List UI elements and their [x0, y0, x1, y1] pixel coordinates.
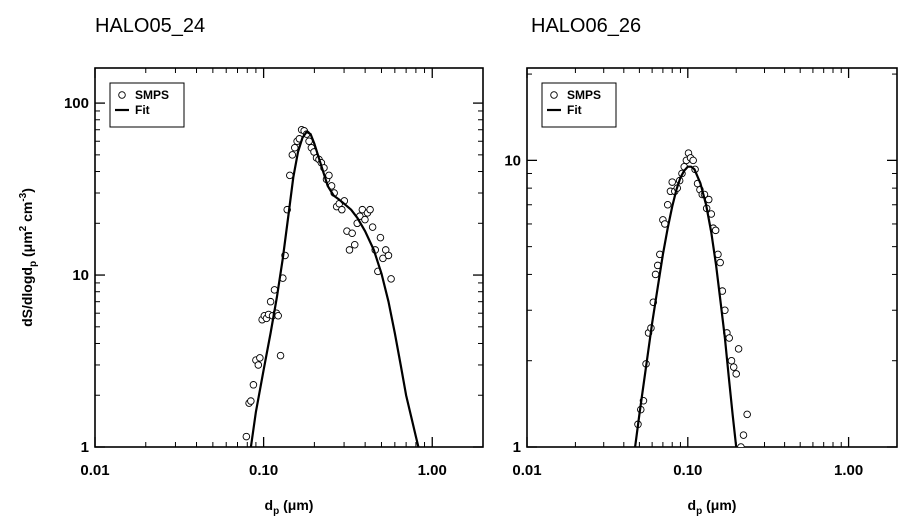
- panel-1-smps-point: [291, 143, 299, 152]
- panel-1-ytick-label: 100: [64, 95, 89, 112]
- panel-1: HALO05_24 0.01 0.10 1.00 1 10 100 dp (μm) dS/dlo…: [18, 15, 484, 517]
- panel-1-smps-point: [286, 171, 294, 180]
- panel-2-legend-box: [541, 82, 617, 128]
- panel-1-ytick-label: 10: [72, 267, 89, 284]
- panel-1-smps-point: [345, 246, 354, 254]
- panel-1-smps-point: [249, 381, 258, 389]
- panel-2-fit-line: [634, 165, 738, 447]
- panel-1-xtick-label: 1.00: [418, 462, 447, 479]
- panel-2-xtick-label: 0.01: [512, 462, 541, 479]
- panel-1-smps-point: [276, 351, 285, 360]
- panel-2-smps-point: [734, 345, 743, 353]
- panel-1-xaxis-label: dp (μm): [265, 497, 314, 517]
- panel-2-smps-point: [725, 334, 733, 342]
- panel-1-smps-point: [247, 397, 255, 405]
- panel-2-legend-label-1: SMPS: [567, 88, 601, 102]
- panel-2-plot-frame: [526, 67, 898, 448]
- panel-2-smps-point: [689, 156, 697, 165]
- panel-2-ytick-label: 1: [513, 439, 521, 456]
- panel-1-legend-smps-marker: [118, 91, 126, 99]
- panel-1-yaxis-label: dS/dlogdp (μm2 cm-3): [18, 188, 39, 327]
- panel-1-smps-point: [350, 241, 359, 249]
- panel-2-legend-smps-marker: [550, 91, 558, 99]
- panel-1-smps-point: [384, 251, 393, 260]
- panel-2-xtick-label: 0.10: [673, 462, 702, 479]
- panel-2-smps-point: [739, 431, 748, 439]
- panel-2-smps-point: [651, 270, 660, 279]
- panel-2-smps-point: [668, 178, 676, 186]
- panel-1-plot-frame: [94, 67, 484, 448]
- panel-2-smps-point: [743, 410, 751, 419]
- panel-1-smps-point: [368, 223, 377, 231]
- panel-1-legend-box: [109, 82, 185, 128]
- panel-2-data: [634, 149, 751, 447]
- panel-1-data: [242, 125, 420, 447]
- panel-2-smps-point: [729, 363, 738, 371]
- panel-1-legend-label-2: Fit: [135, 103, 150, 117]
- panel-1-smps-point: [274, 311, 282, 320]
- panel-1-xtick-label: 0.01: [80, 462, 109, 479]
- panel-1-smps-point: [338, 205, 346, 214]
- panel-2-ytick-label: 10: [504, 152, 521, 169]
- panel-1-smps-point: [242, 432, 251, 441]
- panel-1-fit-line: [249, 130, 420, 447]
- panel-1-title: HALO05_24: [95, 15, 205, 37]
- panel-1-xtick-label: 0.10: [249, 462, 278, 479]
- panel-1-ytick-label: 1: [81, 439, 89, 456]
- panel-1-legend-label-1: SMPS: [135, 88, 169, 102]
- panel-2-smps-point: [663, 201, 672, 209]
- panel-1-smps-point: [288, 151, 297, 159]
- panel-2-smps-point: [711, 226, 720, 235]
- panel-2-legend-label-2: Fit: [567, 103, 582, 117]
- panel-1-smps-point: [387, 275, 395, 283]
- panel-2-smps-point: [727, 356, 736, 365]
- panel-2-xaxis-label: dp (μm): [688, 497, 737, 517]
- panel-1-smps-point: [254, 361, 263, 369]
- panel-1-smps-point: [376, 233, 385, 242]
- panel-2-xtick-label: 1.00: [834, 462, 863, 479]
- panel-1-smps-point: [325, 171, 333, 180]
- panel-2-smps-point: [716, 258, 724, 267]
- panel-1-smps-point: [361, 215, 369, 224]
- panel-2-smps-point: [737, 443, 745, 447]
- panel-2-smps-point: [732, 370, 740, 378]
- panel-2-title: HALO06_26: [531, 15, 641, 37]
- panel-1-smps-point: [266, 297, 275, 306]
- panel-1-smps-point: [366, 205, 374, 214]
- panel-1-smps-point: [348, 229, 356, 238]
- panel-1-smps-point: [256, 354, 264, 362]
